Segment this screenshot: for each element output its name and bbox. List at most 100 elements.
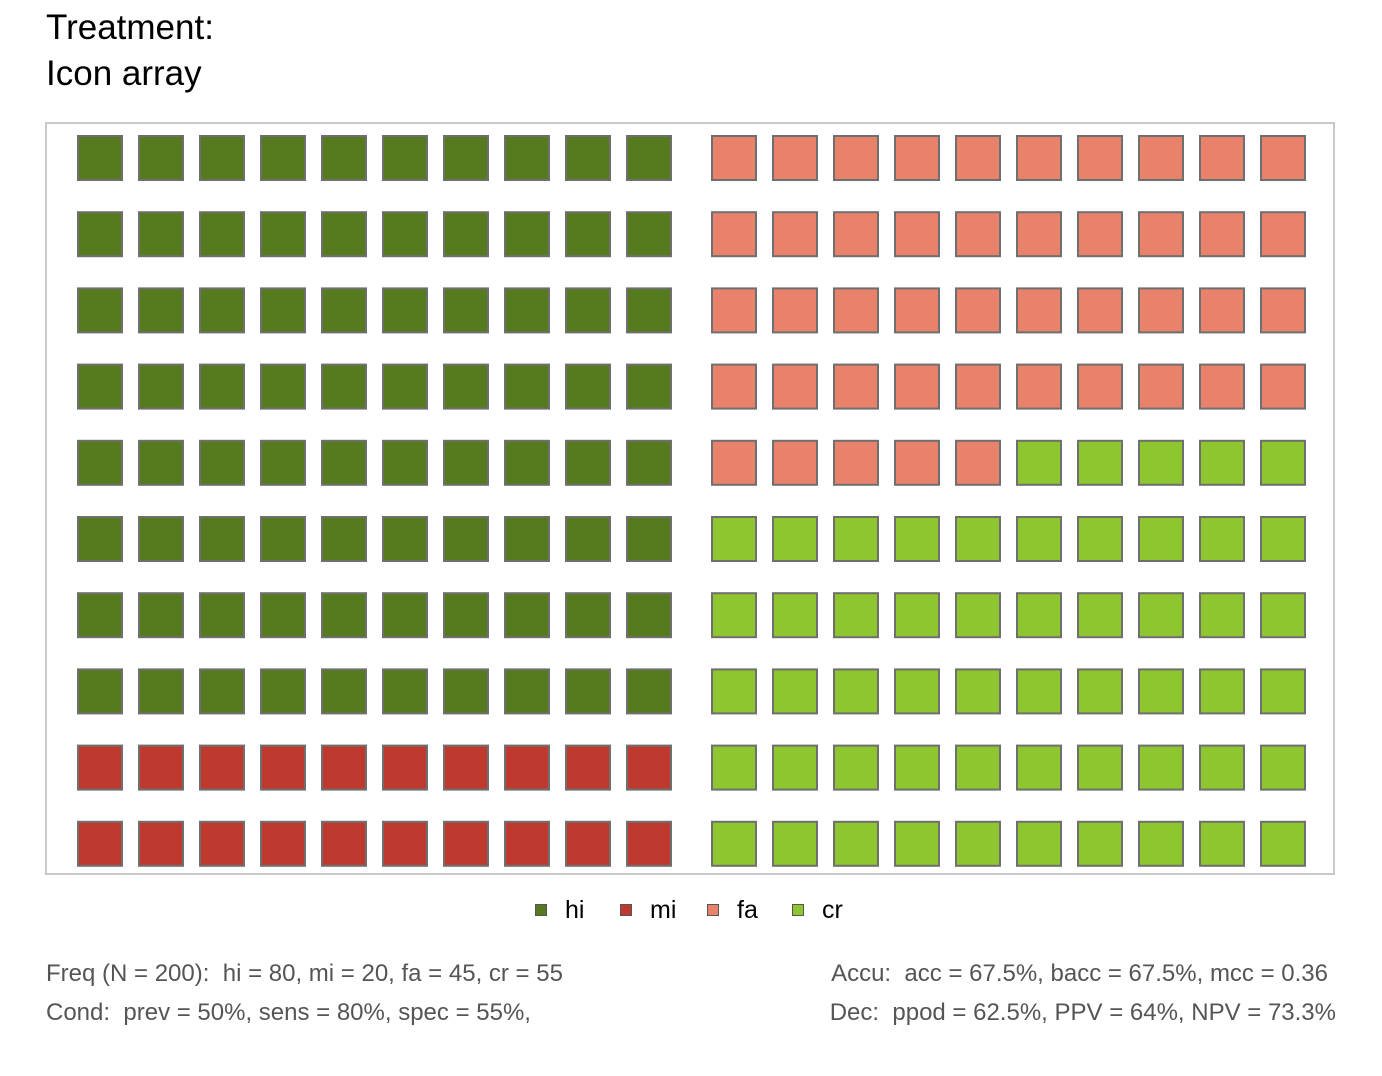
legend-label-fa: fa xyxy=(737,896,758,924)
icon-hi-45 xyxy=(321,439,367,486)
icon-hi-58 xyxy=(504,516,550,562)
icon-hi-64 xyxy=(260,592,306,639)
icon-cr-18 xyxy=(833,592,879,639)
icon-cr-33 xyxy=(1138,668,1184,715)
icon-cr-40 xyxy=(955,744,1001,791)
icon-array-panel xyxy=(45,122,1335,875)
icon-hi-1 xyxy=(77,135,123,181)
icon-fa-19 xyxy=(1199,211,1245,258)
icon-cr-4 xyxy=(1199,439,1245,486)
icon-hi-19 xyxy=(565,211,611,258)
icon-cr-38 xyxy=(833,744,879,791)
icon-fa-37 xyxy=(1077,363,1123,410)
icon-hi-35 xyxy=(321,363,367,410)
icon-fa-15 xyxy=(955,211,1001,258)
icon-hi-13 xyxy=(199,211,245,258)
icon-hi-49 xyxy=(565,439,611,486)
icon-fa-2 xyxy=(772,135,818,181)
icon-cr-52 xyxy=(1077,820,1123,867)
icon-mi-17 xyxy=(443,820,489,867)
icon-fa-4 xyxy=(894,135,940,181)
icon-hi-31 xyxy=(77,363,123,410)
legend-swatch-fa xyxy=(707,904,719,916)
icon-cr-6 xyxy=(711,516,757,562)
icon-hi-21 xyxy=(77,287,123,334)
icon-hi-62 xyxy=(138,592,184,639)
icon-hi-38 xyxy=(504,363,550,410)
icon-hi-10 xyxy=(626,135,672,181)
icon-cr-47 xyxy=(772,820,818,867)
icon-mi-8 xyxy=(504,744,550,791)
icon-hi-18 xyxy=(504,211,550,258)
icon-cr-10 xyxy=(955,516,1001,562)
icon-mi-15 xyxy=(321,820,367,867)
icon-fa-39 xyxy=(1199,363,1245,410)
icon-cr-51 xyxy=(1016,820,1062,867)
icon-fa-23 xyxy=(833,287,879,334)
icon-hi-79 xyxy=(565,668,611,715)
icon-fa-34 xyxy=(894,363,940,410)
icon-hi-15 xyxy=(321,211,367,258)
icon-mi-20 xyxy=(626,820,672,867)
icon-fa-41 xyxy=(711,439,757,486)
icon-fa-36 xyxy=(1016,363,1062,410)
icon-mi-11 xyxy=(77,820,123,867)
icon-hi-77 xyxy=(443,668,489,715)
icon-cr-12 xyxy=(1077,516,1123,562)
icon-fa-20 xyxy=(1260,211,1306,258)
icon-fa-44 xyxy=(894,439,940,486)
icon-hi-43 xyxy=(199,439,245,486)
icon-hi-63 xyxy=(199,592,245,639)
icon-fa-16 xyxy=(1016,211,1062,258)
icon-fa-33 xyxy=(833,363,879,410)
icon-hi-22 xyxy=(138,287,184,334)
icon-fa-26 xyxy=(1016,287,1062,334)
icon-hi-30 xyxy=(626,287,672,334)
icon-cr-37 xyxy=(772,744,818,791)
icon-hi-8 xyxy=(504,135,550,181)
icon-fa-38 xyxy=(1138,363,1184,410)
icon-hi-56 xyxy=(382,516,428,562)
icon-array xyxy=(77,135,1306,867)
icon-fa-11 xyxy=(711,211,757,258)
icon-hi-60 xyxy=(626,516,672,562)
icon-hi-44 xyxy=(260,439,306,486)
icon-hi-61 xyxy=(77,592,123,639)
icon-mi-16 xyxy=(382,820,428,867)
icon-hi-3 xyxy=(199,135,245,181)
icon-hi-20 xyxy=(626,211,672,258)
icon-cr-45 xyxy=(1260,744,1306,791)
icon-cr-7 xyxy=(772,516,818,562)
icon-cr-19 xyxy=(894,592,940,639)
chart-title-line-2: Icon array xyxy=(46,54,202,93)
icon-hi-33 xyxy=(199,363,245,410)
icon-fa-1 xyxy=(711,135,757,181)
icon-hi-9 xyxy=(565,135,611,181)
icon-fa-22 xyxy=(772,287,818,334)
icon-cr-29 xyxy=(894,668,940,715)
icon-cr-55 xyxy=(1260,820,1306,867)
icon-hi-68 xyxy=(504,592,550,639)
icon-fa-30 xyxy=(1260,287,1306,334)
icon-mi-18 xyxy=(504,820,550,867)
icon-hi-25 xyxy=(321,287,367,334)
icon-cr-39 xyxy=(894,744,940,791)
icon-cr-36 xyxy=(711,744,757,791)
legend-label-mi: mi xyxy=(650,896,677,924)
icon-hi-12 xyxy=(138,211,184,258)
footer-cond: Cond: prev = 50%, sens = 80%, spec = 55%… xyxy=(46,999,531,1026)
icon-fa-3 xyxy=(833,135,879,181)
icon-fa-21 xyxy=(711,287,757,334)
icon-hi-5 xyxy=(321,135,367,181)
icon-hi-51 xyxy=(77,516,123,562)
icon-hi-67 xyxy=(443,592,489,639)
icon-hi-28 xyxy=(504,287,550,334)
icon-cr-34 xyxy=(1199,668,1245,715)
icon-cr-9 xyxy=(894,516,940,562)
icon-hi-65 xyxy=(321,592,367,639)
icon-hi-66 xyxy=(382,592,428,639)
icon-cr-41 xyxy=(1016,744,1062,791)
icon-cr-5 xyxy=(1260,439,1306,486)
icon-hi-4 xyxy=(260,135,306,181)
icon-hi-75 xyxy=(321,668,367,715)
